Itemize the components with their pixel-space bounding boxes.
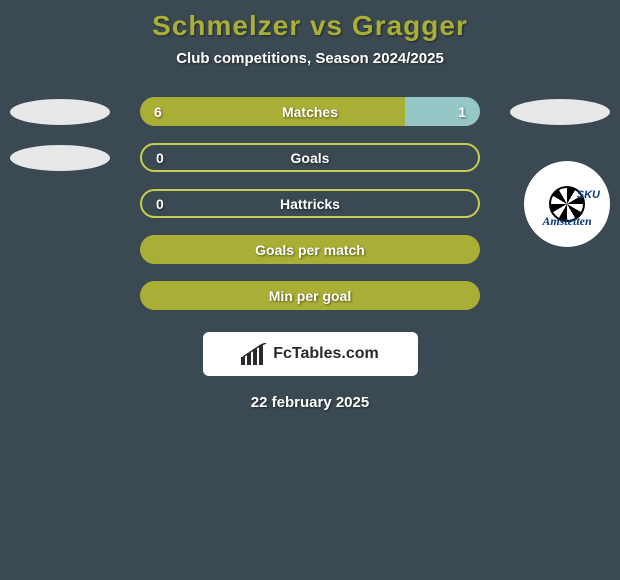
left-value: 6 <box>154 104 162 120</box>
stat-bar: Min per goal <box>140 281 480 310</box>
stat-bar: Hattricks 0 <box>140 189 480 218</box>
stat-rows: Matches61Goals0SKUAmstettenHattricks0Goa… <box>0 97 620 310</box>
bar-chart-icon <box>241 343 267 365</box>
stat-row: Min per goal <box>0 281 620 310</box>
stat-bar: Goals 0 <box>140 143 480 172</box>
left-value: 0 <box>156 196 164 212</box>
stat-bar: Goals per match <box>140 235 480 264</box>
comparison-infographic: Schmelzer vs Gragger Club competitions, … <box>0 0 620 411</box>
stat-label: Goals per match <box>255 242 365 258</box>
date-label: 22 february 2025 <box>0 394 620 411</box>
left-player-badge <box>10 145 110 171</box>
stat-label: Matches <box>282 104 338 120</box>
bar-right-segment <box>405 97 480 126</box>
title: Schmelzer vs Gragger <box>0 10 620 42</box>
stat-row: Matches 6 1 <box>0 97 620 126</box>
stat-row: SKUAmstettenHattricks0 <box>0 189 620 218</box>
subtitle: Club competitions, Season 2024/2025 <box>0 50 620 67</box>
branding-text: FcTables.com <box>273 345 379 363</box>
stat-label: Hattricks <box>280 196 340 212</box>
left-player-badge <box>10 99 110 125</box>
left-value: 0 <box>156 150 164 166</box>
stat-row: Goals 0 <box>0 143 620 172</box>
bar-left-segment <box>140 97 405 126</box>
stat-row: Goals per match <box>0 235 620 264</box>
stat-label: Min per goal <box>269 288 351 304</box>
branding-badge: FcTables.com <box>203 332 418 376</box>
right-player-badge <box>510 99 610 125</box>
stat-bar: Matches 6 1 <box>140 97 480 126</box>
right-value: 1 <box>458 104 466 120</box>
stat-label: Goals <box>291 150 330 166</box>
logo-name: Amstetten <box>542 214 591 229</box>
logo-abbrev: SKU <box>577 189 600 201</box>
